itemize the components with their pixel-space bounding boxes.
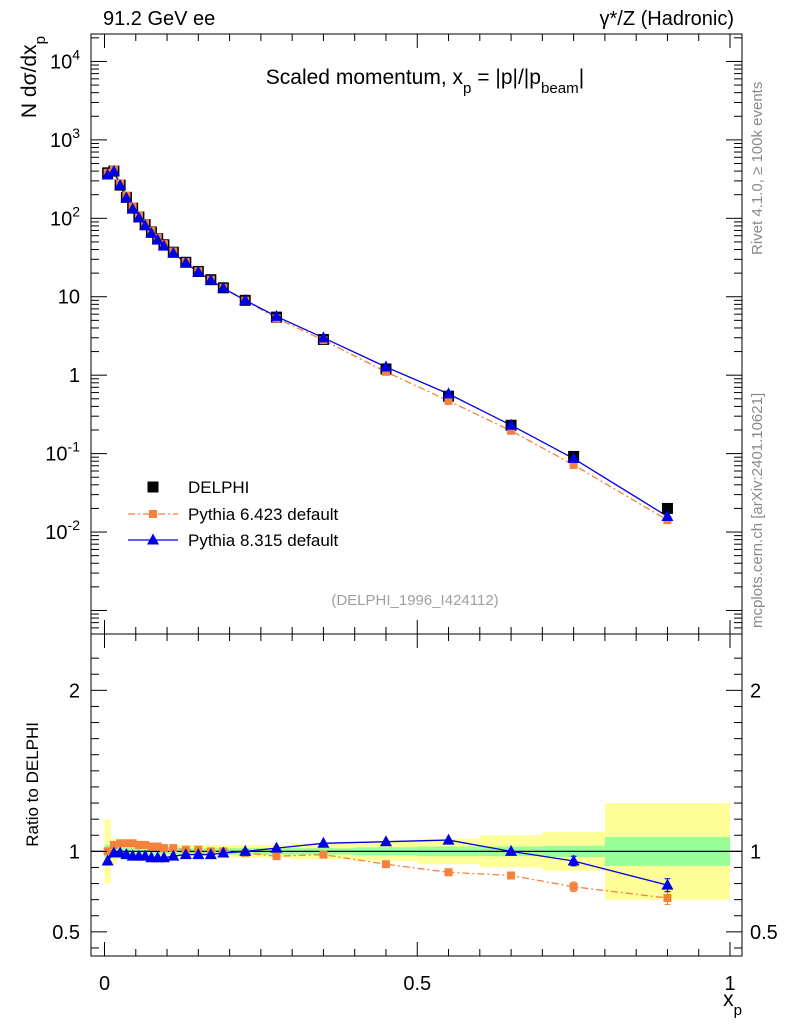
ratio-point-pythia8 bbox=[157, 851, 170, 863]
data-point-pythia8 bbox=[139, 219, 152, 231]
data-point-pythia8 bbox=[204, 273, 217, 285]
chart-title: Scaled momentum, xp = |p|/|pbeam| bbox=[266, 66, 584, 97]
data-point-pythia8 bbox=[126, 202, 139, 214]
ratio-point-pythia6 bbox=[134, 840, 143, 849]
ratio-point-pythia8 bbox=[192, 848, 205, 860]
data-point-pythia8 bbox=[661, 509, 674, 521]
ratio-point-pythia8 bbox=[317, 836, 330, 848]
data-point-pythia8 bbox=[179, 256, 192, 268]
data-point-pythia6 bbox=[507, 426, 516, 435]
data-point-pythia8 bbox=[132, 211, 145, 223]
data-point-pythia8 bbox=[107, 164, 120, 176]
y-tick-label-ratio-right: 2 bbox=[750, 680, 761, 702]
axis-labels: 0 0.5 1 10-2 10-1 1 10 102 103 104 0.5 0.5 1 1 2 2 Scale… bbox=[18, 36, 778, 1019]
ratio-point-pythia8 bbox=[167, 849, 180, 861]
data-point-pythia8 bbox=[167, 246, 180, 258]
main-line-pythia6 bbox=[107, 168, 668, 521]
data-point-pythia8 bbox=[145, 226, 158, 238]
ratio-point-pythia6 bbox=[109, 840, 118, 849]
data-point-pythia8 bbox=[114, 178, 127, 190]
legend-marker bbox=[147, 481, 159, 493]
data-point-pythia8 bbox=[505, 418, 518, 430]
data-point-pythia6 bbox=[381, 367, 390, 376]
ratio-point-pythia8 bbox=[379, 835, 392, 847]
ratio-point-pythia8 bbox=[239, 844, 252, 856]
ratio-point-pythia6 bbox=[128, 839, 137, 848]
header-right-label: γ*/Z (Hadronic) bbox=[599, 8, 734, 30]
data-point-pythia8 bbox=[567, 452, 580, 464]
ratio-panel-frame bbox=[90, 633, 743, 957]
y-tick-label-main: 1 bbox=[69, 365, 80, 387]
ratio-point-pythia6 bbox=[122, 839, 131, 848]
legend-marker bbox=[149, 510, 157, 518]
ratio-point-pythia6 bbox=[169, 844, 178, 853]
y-tick-label-ratio-right: 0.5 bbox=[750, 922, 778, 944]
ratio-point-pythia6 bbox=[663, 894, 672, 903]
ratio-point-pythia6 bbox=[159, 844, 168, 853]
ratio-point-pythia8 bbox=[179, 848, 192, 860]
y-tick-label-main: 102 bbox=[50, 203, 80, 230]
y-tick-label-ratio-right: 1 bbox=[750, 841, 761, 863]
y-tick-label-main: 104 bbox=[50, 46, 80, 73]
ratio-point-pythia6 bbox=[153, 842, 162, 851]
y-tick-label-main: 10-1 bbox=[45, 439, 80, 466]
legend-label: Pythia 6.423 default bbox=[188, 505, 339, 524]
ratio-point-pythia6 bbox=[569, 882, 578, 891]
ratio-point-pythia8 bbox=[661, 878, 674, 890]
legend-marker bbox=[147, 533, 159, 545]
data-point-pythia8 bbox=[120, 191, 133, 203]
axis-ticks bbox=[91, 34, 742, 956]
ratio-point-pythia6 bbox=[319, 850, 328, 859]
ratio-point-pythia6 bbox=[103, 847, 112, 856]
data-point-pythia8 bbox=[157, 239, 170, 251]
ratio-point-pythia6 bbox=[147, 842, 156, 851]
ratio-point-pythia8 bbox=[217, 846, 230, 858]
y-tick-label-ratio: 0.5 bbox=[52, 922, 80, 944]
ratio-point-pythia8 bbox=[101, 854, 114, 866]
x-tick-label: 0.5 bbox=[403, 973, 431, 995]
legend-label: DELPHI bbox=[188, 478, 249, 497]
data-point-pythia8 bbox=[379, 360, 392, 372]
y-tick-label-main: 103 bbox=[50, 125, 80, 152]
ratio-point-pythia8 bbox=[505, 844, 518, 856]
legend: DELPHI Pythia 6.423 default Pythia 8.315 d… bbox=[128, 478, 339, 550]
ratio-point-pythia6 bbox=[272, 852, 281, 861]
data-point-pythia8 bbox=[442, 387, 455, 399]
x-tick-label: 0 bbox=[99, 973, 110, 995]
ratio-point-pythia6 bbox=[141, 840, 150, 849]
y-tick-label-ratio: 2 bbox=[69, 680, 80, 702]
ratio-point-pythia6 bbox=[507, 871, 516, 880]
ratio-point-pythia6 bbox=[116, 839, 125, 848]
ratio-point-pythia8 bbox=[270, 841, 283, 853]
x-tick-label: 1 bbox=[724, 973, 735, 995]
data-point-pythia8 bbox=[151, 233, 164, 245]
data-point-pythia6 bbox=[569, 460, 578, 469]
ratio-point-pythia8 bbox=[442, 833, 455, 845]
data-point-pythia8 bbox=[270, 309, 283, 321]
legend-label: Pythia 8.315 default bbox=[188, 531, 339, 550]
data-point-pythia6 bbox=[444, 396, 453, 405]
ratio-point-pythia6 bbox=[444, 868, 453, 877]
x-axis-label: xp bbox=[723, 988, 742, 1019]
y-tick-label-main: 10 bbox=[58, 287, 80, 309]
analysis-id-label: (DELPHI_1996_I424112) bbox=[331, 592, 498, 609]
y-tick-label-main: 10-2 bbox=[45, 517, 80, 544]
header-left-label: 91.2 GeV ee bbox=[103, 8, 216, 30]
ratio-point-pythia6 bbox=[381, 860, 390, 869]
data-point-pythia8 bbox=[101, 168, 114, 180]
data-point-pythia8 bbox=[317, 331, 330, 343]
data-point-pythia8 bbox=[192, 265, 205, 277]
data-point-delphi bbox=[661, 502, 673, 514]
data-point-pythia8 bbox=[239, 293, 252, 305]
y-tick-label-ratio: 1 bbox=[69, 841, 80, 863]
ratio-point-pythia8 bbox=[567, 854, 580, 866]
main-line-pythia8 bbox=[107, 170, 668, 518]
ratio-point-pythia8 bbox=[204, 848, 217, 860]
data-point-pythia8 bbox=[217, 281, 230, 293]
y-axis-label-main: N dσ/dxp bbox=[18, 36, 49, 118]
axes-frames bbox=[90, 33, 743, 957]
y-axis-label-ratio: Ratio to DELPHI bbox=[23, 722, 42, 847]
data-series bbox=[101, 164, 674, 905]
